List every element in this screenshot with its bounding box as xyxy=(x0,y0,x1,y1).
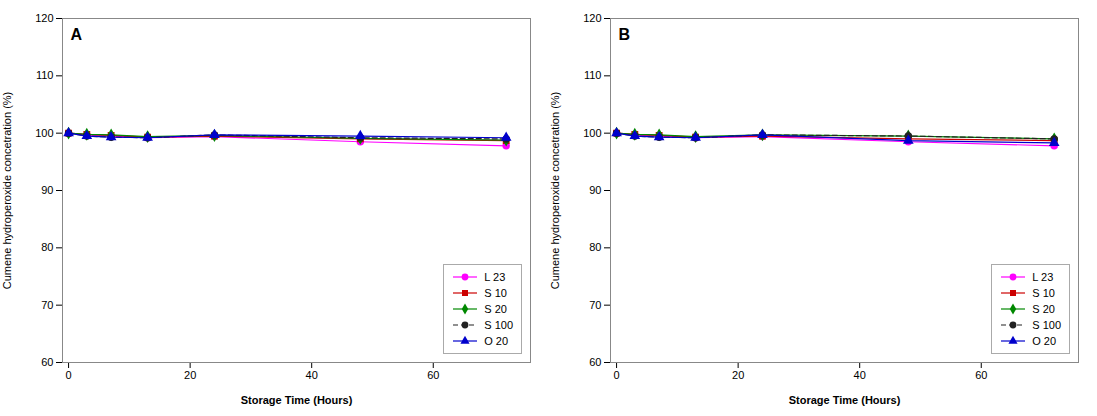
html-text:S 20: S 20 xyxy=(1032,303,1055,315)
svg-text:20: 20 xyxy=(732,369,744,381)
svg-text:60: 60 xyxy=(589,356,601,368)
html-text:S 100: S 100 xyxy=(1032,319,1061,331)
svg-text:90: 90 xyxy=(589,184,601,196)
html-text:L 23: L 23 xyxy=(484,271,506,283)
html-text:S 20: S 20 xyxy=(484,303,507,315)
svg-text:60: 60 xyxy=(975,369,987,381)
svg-text:Cumene hydroperoxide concetrat: Cumene hydroperoxide concetration (%) xyxy=(549,92,561,290)
svg-text:Storage Time (Hours): Storage Time (Hours) xyxy=(789,394,901,406)
svg-text:110: 110 xyxy=(36,69,54,81)
svg-text:40: 40 xyxy=(854,369,866,381)
svg-text:Cumene hydroperoxide concetrat: Cumene hydroperoxide concetration (%) xyxy=(1,92,13,290)
html-text:S 100: S 100 xyxy=(484,319,513,331)
html-text:S 10: S 10 xyxy=(484,287,507,299)
svg-text:70: 70 xyxy=(589,299,601,311)
svg-text:40: 40 xyxy=(306,369,318,381)
svg-text:110: 110 xyxy=(584,69,602,81)
svg-text:90: 90 xyxy=(41,184,53,196)
html-text:O 20: O 20 xyxy=(1032,335,1057,347)
svg-text:0: 0 xyxy=(66,369,72,381)
svg-text:Storage Time (Hours): Storage Time (Hours) xyxy=(241,394,353,406)
svg-text:A: A xyxy=(71,26,83,43)
svg-text:B: B xyxy=(619,26,631,43)
svg-text:0: 0 xyxy=(614,369,620,381)
svg-text:60: 60 xyxy=(427,369,439,381)
svg-text:60: 60 xyxy=(41,356,53,368)
svg-text:80: 80 xyxy=(589,241,601,253)
svg-text:80: 80 xyxy=(41,241,53,253)
svg-text:20: 20 xyxy=(184,369,196,381)
svg-text:100: 100 xyxy=(35,127,53,139)
svg-text:120: 120 xyxy=(583,12,601,24)
svg-text:120: 120 xyxy=(35,12,53,24)
svg-text:70: 70 xyxy=(41,299,53,311)
svg-text:100: 100 xyxy=(583,127,601,139)
html-text:S 10: S 10 xyxy=(1032,287,1055,299)
html-text:L 23: L 23 xyxy=(1032,271,1054,283)
html-text:O 20: O 20 xyxy=(484,335,509,347)
